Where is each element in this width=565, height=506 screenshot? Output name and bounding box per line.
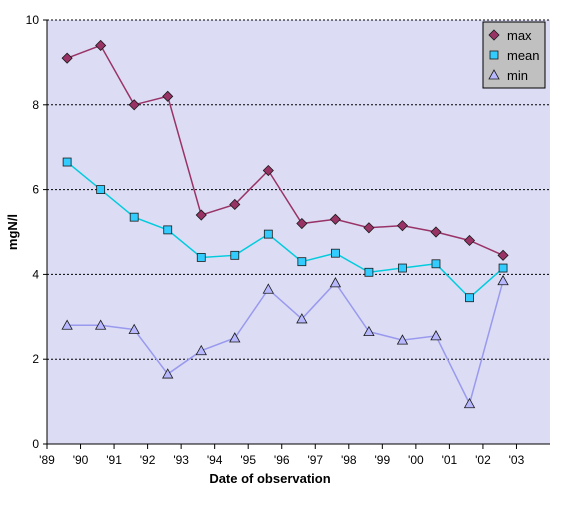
data-point-max — [61, 52, 73, 64]
data-point-min — [497, 274, 509, 286]
x-tick-label: '93 — [173, 453, 189, 467]
x-tick-label: '91 — [106, 453, 122, 467]
x-tick-label: '00 — [408, 453, 424, 467]
y-tick-label: 4 — [32, 267, 39, 281]
legend-marker-max — [488, 29, 500, 41]
legend-label-min: min — [507, 68, 528, 83]
data-point-max — [396, 220, 409, 232]
x-tick-label: '89 — [39, 453, 55, 467]
data-point-max — [329, 213, 341, 225]
legend-label-mean: mean — [507, 48, 540, 63]
data-point-mean — [398, 263, 407, 273]
y-tick-label: 8 — [32, 98, 39, 112]
data-point-mean — [196, 253, 206, 262]
x-tick-label: '98 — [341, 453, 357, 467]
legend-label-max: max — [507, 28, 532, 43]
data-point-min — [363, 325, 375, 337]
x-tick-label: '03 — [509, 453, 525, 467]
x-tick-label: '95 — [240, 453, 256, 467]
data-point-min — [396, 334, 409, 345]
data-point-min — [229, 332, 241, 343]
data-point-mean — [364, 267, 374, 277]
legend: max mean min — [482, 21, 546, 89]
data-point-max — [95, 39, 107, 52]
data-point-mean — [263, 229, 273, 239]
y-tick-label: 10 — [26, 13, 40, 27]
x-axis-title: Date of observation — [209, 471, 330, 486]
x-tick-label: '96 — [274, 453, 290, 467]
data-point-min — [195, 344, 207, 356]
data-point-min — [329, 277, 342, 288]
y-tick-label: 2 — [32, 352, 39, 366]
data-point-max — [463, 234, 476, 247]
data-point-min — [128, 323, 140, 334]
x-tick-label: '94 — [207, 453, 223, 467]
x-tick-label: '97 — [307, 453, 323, 467]
axes: 0 2 4 6 8 10 '89 '90 '91 '92 '93 '94 '95 '96 '97 '98 '99… — [26, 13, 550, 467]
data-point-max — [229, 198, 241, 211]
plot-area — [47, 20, 550, 444]
data-point-mean — [96, 185, 106, 195]
data-point-mean — [431, 259, 441, 269]
legend-marker-mean — [489, 50, 499, 60]
data-point-mean — [62, 157, 72, 167]
data-point-min — [430, 330, 442, 341]
data-point-min — [61, 319, 73, 330]
series-line-min — [67, 280, 504, 406]
x-tick-label: '01 — [442, 453, 458, 467]
series-line-max — [66, 44, 504, 257]
data-point-min — [262, 283, 274, 294]
series-line-mean — [66, 161, 504, 299]
series-group — [66, 44, 504, 406]
x-tick-label: '99 — [375, 453, 391, 467]
y-tick-label: 6 — [32, 183, 39, 197]
data-point-mean — [330, 248, 340, 258]
y-tick-label: 0 — [32, 437, 39, 451]
data-point-mean — [498, 263, 508, 273]
data-point-max — [363, 222, 375, 234]
data-point-max — [497, 249, 509, 261]
x-tick-label: '02 — [475, 453, 491, 467]
data-point-max — [262, 164, 274, 177]
data-point-min — [296, 313, 308, 324]
data-point-min — [463, 397, 476, 409]
data-point-max — [296, 217, 308, 230]
data-point-mean — [465, 293, 474, 303]
y-axis-title: mgN/l — [5, 214, 20, 250]
data-point-max — [162, 90, 174, 102]
x-tick-label: '90 — [73, 453, 89, 467]
legend-marker-min — [488, 69, 500, 80]
data-point-mean — [230, 250, 240, 260]
markers-group — [61, 39, 509, 409]
data-point-mean — [297, 257, 307, 267]
data-point-min — [94, 319, 107, 330]
data-point-max — [430, 226, 442, 238]
x-tick-label: '92 — [140, 453, 156, 467]
data-point-min — [162, 368, 174, 379]
data-point-mean — [129, 212, 139, 222]
data-point-mean — [163, 225, 173, 235]
data-point-max — [195, 209, 207, 221]
data-point-max — [128, 99, 140, 111]
